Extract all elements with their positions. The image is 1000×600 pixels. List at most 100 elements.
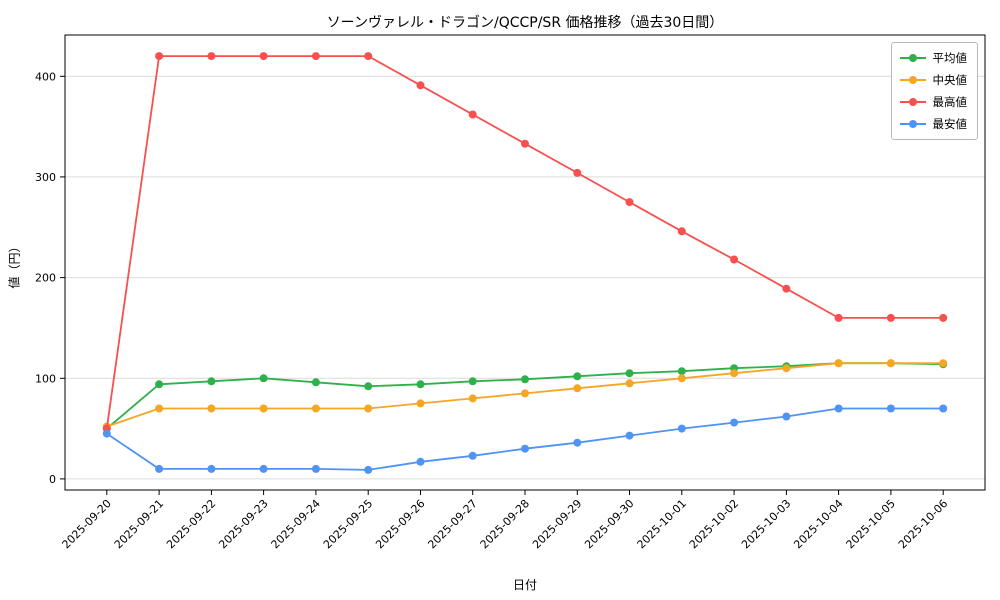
data-point-marker [364,52,373,61]
data-point-marker [677,227,686,236]
data-point-marker [730,369,739,378]
data-point-marker [311,404,320,413]
y-tick-label: 0 [49,473,56,486]
data-point-marker [259,52,268,61]
legend: 平均値中央値最高値最安値 [890,42,978,140]
data-point-marker [364,465,373,474]
x-tick-label: 2025-10-02 [687,497,741,551]
legend-marker-icon [899,54,926,62]
x-tick-label: 2025-09-22 [164,497,218,551]
data-point-marker [364,382,373,391]
data-point-marker [573,372,582,381]
legend-label: 平均値 [932,51,968,65]
x-tick-label: 2025-09-23 [216,497,270,551]
data-point-marker [364,404,373,413]
legend-label: 中央値 [932,73,968,87]
data-point-marker [102,429,111,438]
x-axis-label: 日付 [512,578,537,592]
data-point-marker [677,424,686,433]
data-point-marker [521,389,529,398]
x-tick-label: 2025-09-25 [321,497,375,551]
data-point-marker [416,380,425,389]
legend-item: 平均値 [899,50,968,66]
data-point-marker [468,377,477,386]
y-tick-label: 100 [35,372,56,385]
data-point-marker [625,379,634,388]
data-point-marker [573,438,582,447]
data-point-marker [259,374,268,383]
data-point-marker [834,404,843,413]
data-point-marker [207,52,216,61]
x-tick-label: 2025-09-21 [112,497,166,551]
data-point-marker [468,394,477,403]
data-point-marker [521,375,529,384]
x-tick-label: 2025-09-30 [582,497,636,551]
data-point-marker [155,464,164,473]
x-tick-label: 2025-10-05 [844,497,898,551]
x-tick-label: 2025-09-28 [478,497,532,551]
x-tick-label: 2025-10-04 [791,497,845,551]
data-point-marker [677,367,686,376]
x-tick-label: 2025-10-01 [635,497,689,551]
legend-marker-icon [899,76,926,84]
data-point-marker [259,464,268,473]
legend-marker-icon [899,98,926,106]
x-tick-label: 2025-09-26 [373,497,427,551]
data-point-marker [939,404,948,413]
legend-item: 中央値 [899,72,968,88]
data-point-marker [625,198,634,207]
data-point-marker [155,52,164,61]
legend-label: 最高値 [932,95,968,109]
data-point-marker [155,380,164,389]
data-point-marker [730,418,739,427]
y-tick-label: 300 [35,171,56,184]
data-point-marker [625,431,634,440]
data-point-marker [730,255,739,264]
data-point-marker [782,364,791,373]
data-point-marker [468,110,477,119]
x-tick-label: 2025-10-03 [739,497,793,551]
data-point-marker [886,359,895,368]
chart-title: ソーンヴァレル・ドラゴン/QCCP/SR 価格推移（過去30日間） [326,15,724,31]
legend-item: 最安値 [899,116,968,132]
data-point-marker [573,384,582,393]
data-point-marker [416,81,425,90]
data-point-marker [782,284,791,293]
data-point-marker [311,378,320,387]
y-tick-label: 400 [35,70,56,83]
legend-marker-icon [899,120,926,128]
y-tick-label: 200 [35,272,56,285]
legend-label: 最安値 [932,117,968,131]
data-point-marker [416,457,425,466]
x-tick-label: 2025-10-06 [896,497,950,551]
data-point-marker [834,313,843,322]
data-point-marker [259,404,268,413]
plot-border [64,34,986,491]
data-point-marker [468,451,477,460]
data-point-marker [782,412,791,421]
data-point-marker [573,168,582,177]
x-tick-label: 2025-09-27 [425,497,479,551]
data-point-marker [939,359,948,368]
data-point-marker [834,359,843,368]
data-point-marker [207,464,216,473]
data-point-marker [416,399,425,408]
legend-item: 最高値 [899,94,968,110]
data-point-marker [311,52,320,61]
series-line [106,407,944,471]
data-point-marker [625,369,634,378]
data-point-marker [521,139,529,148]
x-tick-label: 2025-09-24 [269,497,323,551]
data-point-marker [311,464,320,473]
data-point-marker [207,377,216,386]
series-line [105,55,944,429]
data-point-marker [886,313,895,322]
data-point-marker [886,404,895,413]
x-tick-label: 2025-09-20 [60,497,114,551]
data-point-marker [207,404,216,413]
data-point-marker [939,313,948,322]
data-point-marker [155,404,164,413]
x-tick-label: 2025-09-29 [530,497,584,551]
